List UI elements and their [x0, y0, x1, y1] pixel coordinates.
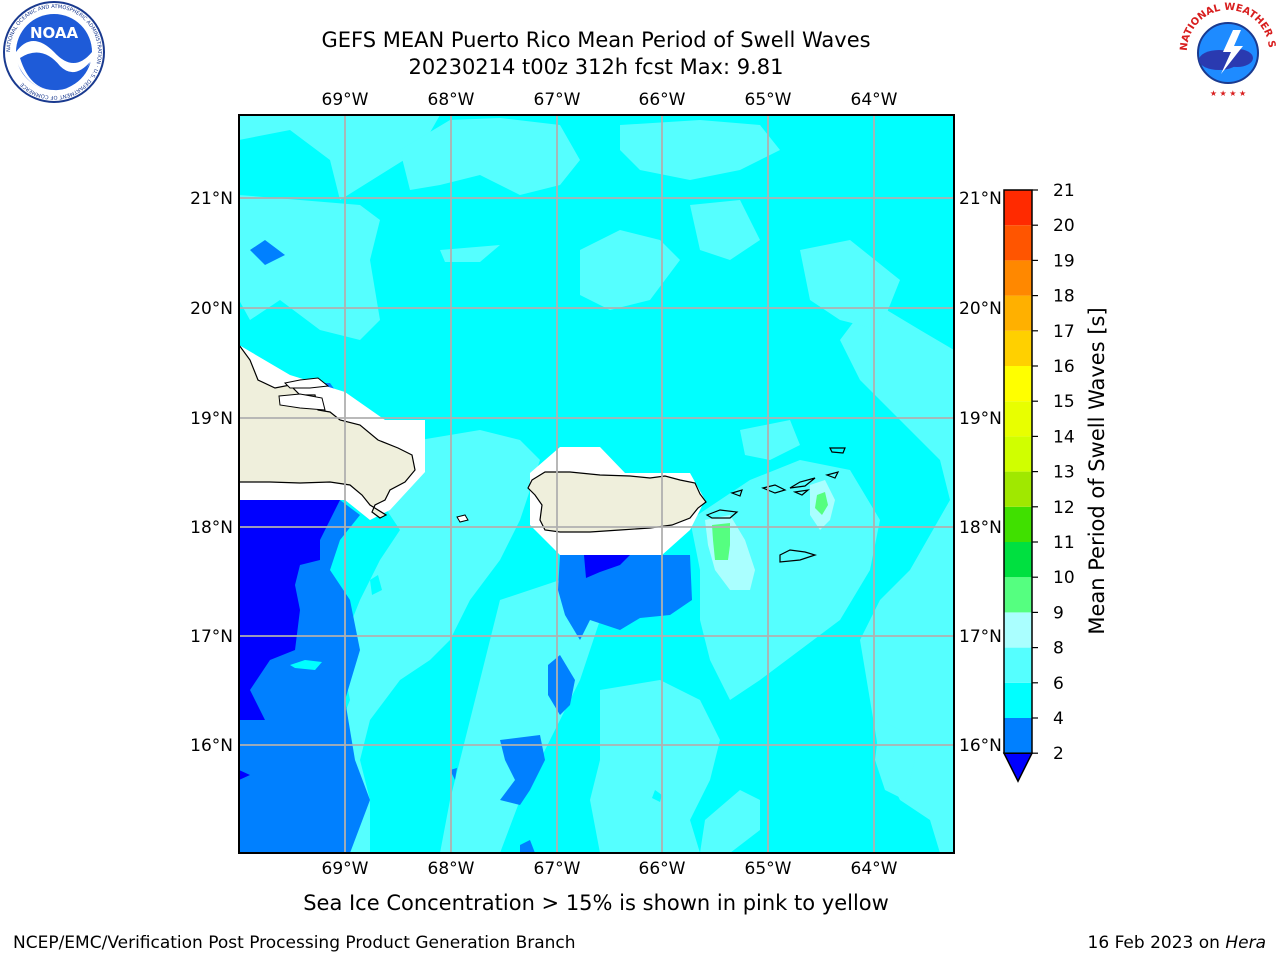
colorbar-tick-label: 15	[1053, 392, 1075, 412]
lon-label-bottom: 68°W	[428, 859, 475, 879]
colorbar-segment	[1004, 471, 1032, 507]
contour-below-2	[239, 500, 630, 780]
colorbar-segment	[1004, 225, 1032, 261]
lat-label-right: 17°N	[959, 627, 1002, 647]
lon-labels-bottom: 69°W 68°W 67°W 66°W 65°W 64°W	[322, 859, 898, 879]
nws-logo: NATIONAL WEATHER SERVICE ★ ★ ★ ★	[1177, 0, 1277, 100]
colorbar-segment	[1004, 330, 1032, 366]
colorbar-tick-label: 17	[1053, 322, 1075, 342]
colorbar-tick-label: 9	[1053, 603, 1064, 623]
contour-8to10	[705, 480, 835, 590]
lat-label-left: 17°N	[190, 627, 233, 647]
sea-ice-note: Sea Ice Concentration > 15% is shown in …	[303, 891, 889, 915]
tortuga-island	[283, 377, 330, 389]
colorbar-segment	[1004, 647, 1032, 683]
lat-label-left: 16°N	[190, 736, 233, 756]
map-grid	[239, 115, 954, 853]
colorbar-title: Mean Period of Swell Waves [s]	[1085, 307, 1109, 634]
lon-label-bottom: 69°W	[322, 859, 369, 879]
colorbar: 2 4 6 8 9 10 11 12 13 14 15 16 17 18 19 20 21	[1002, 181, 1075, 783]
colorbar-tick-label: 2	[1053, 744, 1064, 764]
colorbar-segment	[1004, 295, 1032, 331]
colorbar-segment	[1004, 366, 1032, 402]
colorbar-segment	[1004, 612, 1032, 648]
colorbar-tick-label: 21	[1053, 181, 1075, 201]
lat-label-left: 19°N	[190, 409, 233, 429]
colorbar-tick-label: 18	[1053, 287, 1075, 307]
lon-labels-top: 69°W 68°W 67°W 66°W 65°W 64°W	[322, 90, 898, 110]
footer-date: 16 Feb 2023 on Hera	[1088, 933, 1266, 953]
colorbar-segment	[1004, 506, 1032, 542]
colorbar-tick-label: 11	[1053, 533, 1075, 553]
lon-label-top: 67°W	[534, 90, 581, 110]
mona-island	[456, 514, 469, 523]
lat-labels-right: 21°N 20°N 19°N 18°N 17°N 16°N	[959, 189, 1002, 756]
lat-label-right: 20°N	[959, 299, 1002, 319]
lon-label-bottom: 66°W	[639, 859, 686, 879]
contour-patches-4to6	[290, 575, 662, 802]
noaa-logo-text: NOAA	[30, 24, 79, 42]
footer-date-text: 16 Feb 2023 on	[1087, 933, 1226, 953]
colorbar-tick-label: 19	[1053, 251, 1075, 271]
footer-host: Hera	[1225, 933, 1266, 953]
colorbar-tick-label: 6	[1053, 674, 1064, 694]
hispaniola-bay	[278, 393, 326, 411]
lat-label-right: 16°N	[959, 736, 1002, 756]
lat-label-right: 19°N	[959, 409, 1002, 429]
lat-label-right: 18°N	[959, 518, 1002, 538]
colorbar-segment	[1004, 577, 1032, 613]
lon-label-top: 65°W	[745, 90, 792, 110]
lon-label-top: 69°W	[322, 90, 369, 110]
colorbar-segment	[1004, 260, 1032, 296]
colorbar-tick-label: 4	[1053, 709, 1064, 729]
colorbar-tick-label: 13	[1053, 463, 1075, 483]
noaa-logo: NOAA NATIONAL OCEANIC AND ATMOSPHERIC AD…	[3, 1, 105, 103]
virgin-islands-outlines	[705, 447, 846, 563]
colorbar-tick-label: 16	[1053, 357, 1075, 377]
lat-label-left: 18°N	[190, 518, 233, 538]
svg-text:★ ★ ★ ★: ★ ★ ★ ★	[1210, 89, 1246, 98]
lat-label-left: 20°N	[190, 299, 233, 319]
colorbar-tick-label: 20	[1053, 216, 1075, 236]
chart-title-line-2: 20230214 t00z 312h fcst Max: 9.81	[408, 55, 784, 79]
colorbar-segment	[1004, 542, 1032, 578]
lon-label-top: 64°W	[851, 90, 898, 110]
colorbar-tick-label: 8	[1053, 639, 1064, 659]
lat-labels-left: 21°N 20°N 19°N 18°N 17°N 16°N	[190, 189, 233, 756]
lon-label-top: 66°W	[639, 90, 686, 110]
lon-label-bottom: 64°W	[851, 859, 898, 879]
lat-label-left: 21°N	[190, 189, 233, 209]
colorbar-segment	[1004, 436, 1032, 472]
footer-credit: NCEP/EMC/Verification Post Processing Pr…	[13, 933, 576, 953]
colorbar-segment	[1004, 190, 1032, 226]
colorbar-tick-label: 14	[1053, 427, 1075, 447]
chart-title-line-1: GEFS MEAN Puerto Rico Mean Period of Swe…	[321, 28, 871, 52]
colorbar-tick-label: 10	[1053, 568, 1075, 588]
colorbar-segment	[1004, 718, 1032, 754]
colorbar-segment	[1004, 682, 1032, 718]
colorbar-under-triangle	[1002, 752, 1034, 783]
contour-field	[239, 115, 954, 853]
colorbar-segment	[1004, 401, 1032, 437]
lat-label-right: 21°N	[959, 189, 1002, 209]
map-frame	[238, 114, 955, 854]
lon-label-top: 68°W	[428, 90, 475, 110]
colorbar-tick-label: 12	[1053, 498, 1075, 518]
lon-label-bottom: 65°W	[745, 859, 792, 879]
hispaniola-land	[239, 343, 416, 519]
lon-label-bottom: 67°W	[534, 859, 581, 879]
